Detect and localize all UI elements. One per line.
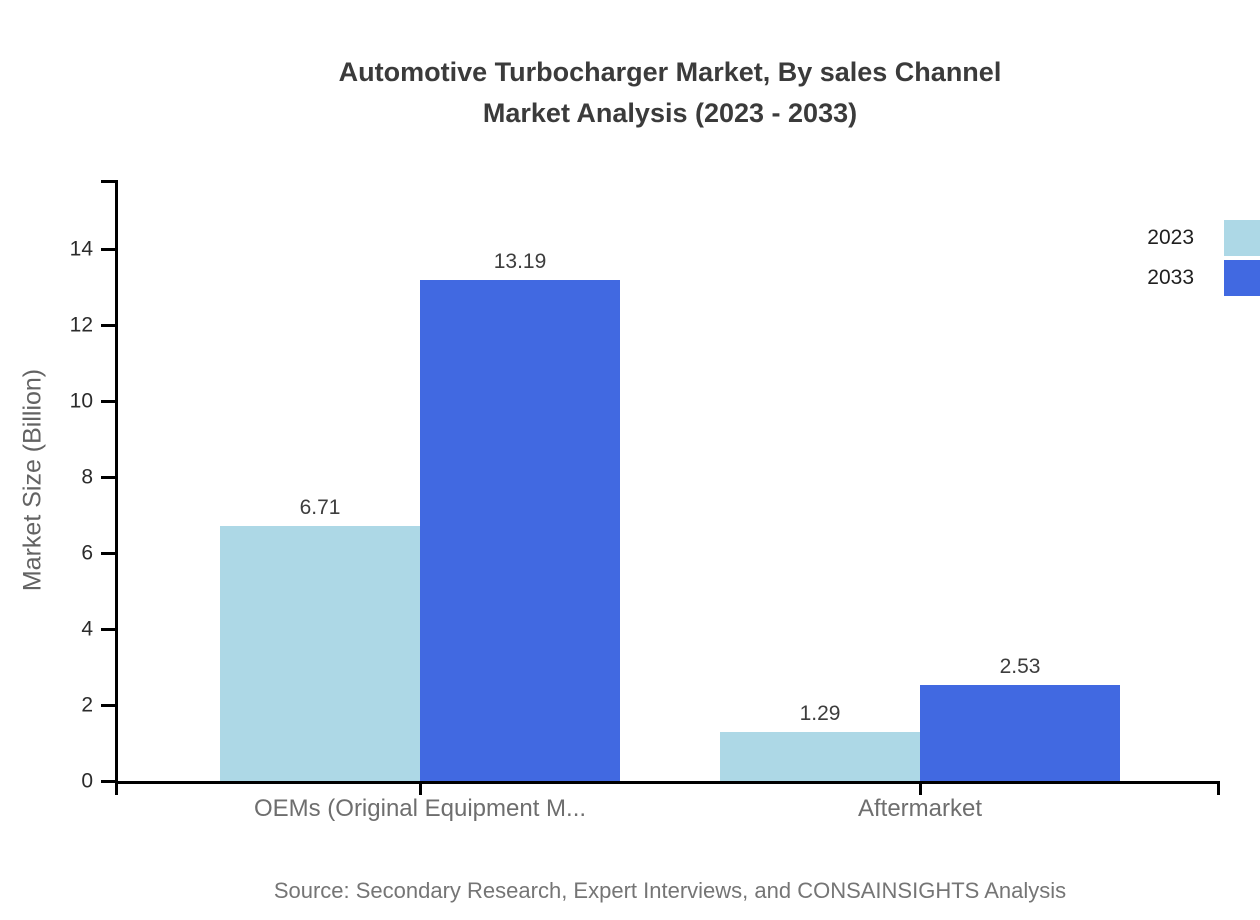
chart-title-line1: Automotive Turbocharger Market, By sales…	[338, 57, 1002, 87]
chart-title-line2: Market Analysis (2023 - 2033)	[482, 98, 858, 128]
legend-label: 2033	[1147, 266, 1194, 289]
x-axis-category-label: Aftermarket	[857, 795, 983, 822]
bar-value-label: 1.29	[799, 702, 841, 725]
source-note: Source: Secondary Research, Expert Inter…	[273, 878, 1067, 903]
legend-swatch	[1224, 260, 1260, 296]
legend-item-2033: 2033	[1147, 258, 1260, 298]
x-axis-tick	[918, 784, 922, 795]
legend-swatch	[1224, 220, 1260, 256]
x-axis-line	[115, 781, 1220, 784]
chart-title: Automotive Turbocharger Market, By sales…	[80, 52, 1260, 134]
y-axis-tick	[101, 399, 115, 403]
y-axis-tick-label: 14	[69, 237, 93, 261]
bar-value-label: 6.71	[299, 496, 341, 519]
bar-2033-aftermarket	[920, 685, 1120, 781]
y-axis-tick-label: 12	[69, 313, 93, 337]
y-axis-tick	[101, 247, 115, 251]
legend: 2023 2033	[1147, 218, 1260, 298]
y-axis-tick	[101, 627, 115, 631]
x-axis-tick	[418, 784, 422, 795]
y-axis-tick-label: 2	[81, 693, 93, 717]
y-axis-tick-label: 4	[81, 617, 93, 641]
x-axis-right-cap	[1217, 784, 1220, 795]
bar-value-label: 13.19	[493, 250, 547, 273]
y-axis-tick-label: 10	[69, 389, 93, 413]
y-axis-top-cap	[101, 180, 115, 183]
x-axis-category-label: OEMs (Original Equipment M...	[253, 795, 587, 822]
y-axis-tick-label: 0	[81, 769, 93, 793]
y-axis-tick-label: 6	[81, 541, 93, 565]
y-axis-tick	[101, 703, 115, 707]
legend-item-2023: 2023	[1147, 218, 1260, 258]
y-axis-tick	[101, 323, 115, 327]
y-axis-tick-label: 8	[81, 465, 93, 489]
bar-2033-oems	[420, 280, 620, 781]
y-axis-tick	[101, 551, 115, 555]
bar-value-label: 2.53	[999, 655, 1041, 678]
y-axis-line	[115, 180, 118, 795]
bar-2023-oems	[220, 526, 420, 781]
y-axis-tick	[101, 475, 115, 479]
legend-label: 2023	[1147, 226, 1194, 249]
y-axis-tick	[101, 779, 115, 783]
bar-2023-aftermarket	[720, 732, 920, 781]
